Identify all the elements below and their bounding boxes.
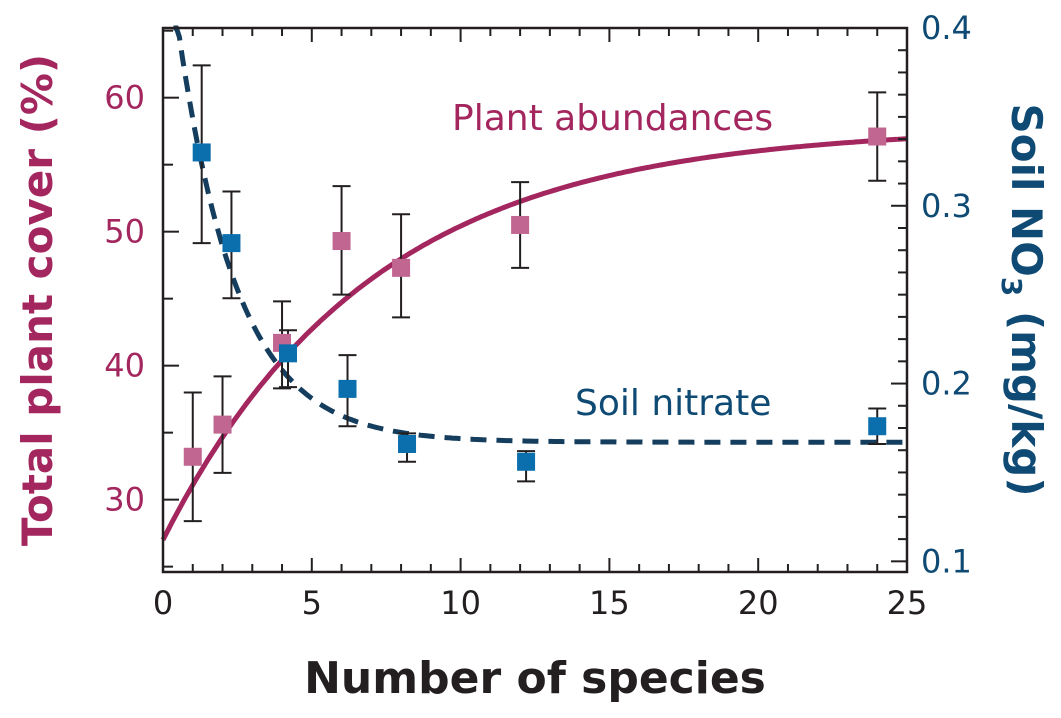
legend-soil-nitrate: Soil nitrate	[575, 383, 771, 424]
plant-data-point	[332, 232, 351, 251]
plant-data-point	[213, 415, 232, 434]
nitrate-data-point	[517, 452, 536, 471]
x-tick-label: 15	[589, 584, 630, 622]
plot-frame	[161, 26, 909, 574]
y-right-label-unit: (mg/kg)	[1002, 296, 1051, 496]
y-right-label-main: Soil NO	[1002, 103, 1051, 276]
y-left-tick-label: 30	[104, 481, 145, 519]
nitrate-data-point	[338, 379, 357, 398]
y-left-axis-label: Total plant cover (%)	[13, 54, 62, 546]
legend-plant-abundances: Plant abundances	[452, 98, 773, 139]
y-left-tick-label: 60	[104, 79, 145, 117]
x-tick-label: 5	[302, 584, 322, 622]
nitrate-data-point	[398, 435, 417, 453]
x-tick-label: 20	[738, 584, 779, 622]
nitrate-data-point	[222, 234, 241, 253]
x-axis-label: Number of species	[304, 653, 766, 704]
plant-data-point	[868, 127, 887, 146]
y-right-axis-label: Soil NO3 (mg/kg)	[995, 103, 1051, 496]
nitrate-data-point	[278, 344, 297, 363]
y-left-tick-label: 40	[104, 347, 145, 385]
plant-data-point	[183, 447, 202, 466]
y-right-tick-label: 0.3	[921, 187, 972, 225]
x-tick-label: 10	[440, 584, 481, 622]
nitrate-data-point	[868, 417, 887, 436]
x-tick-label: 0	[153, 584, 173, 622]
plant-data-point	[392, 258, 411, 277]
x-tick-label: 25	[887, 584, 928, 622]
nitrate-data-point	[192, 143, 211, 162]
plant-data-point	[511, 215, 530, 234]
y-right-label-sub: 3	[995, 277, 1028, 296]
y-right-tick-label: 0.1	[921, 542, 972, 580]
nitrate-fit-line	[173, 25, 906, 445]
y-right-tick-label: 0.4	[921, 9, 972, 47]
y-right-tick-label: 0.2	[921, 365, 972, 403]
y-left-tick-label: 50	[104, 213, 145, 251]
